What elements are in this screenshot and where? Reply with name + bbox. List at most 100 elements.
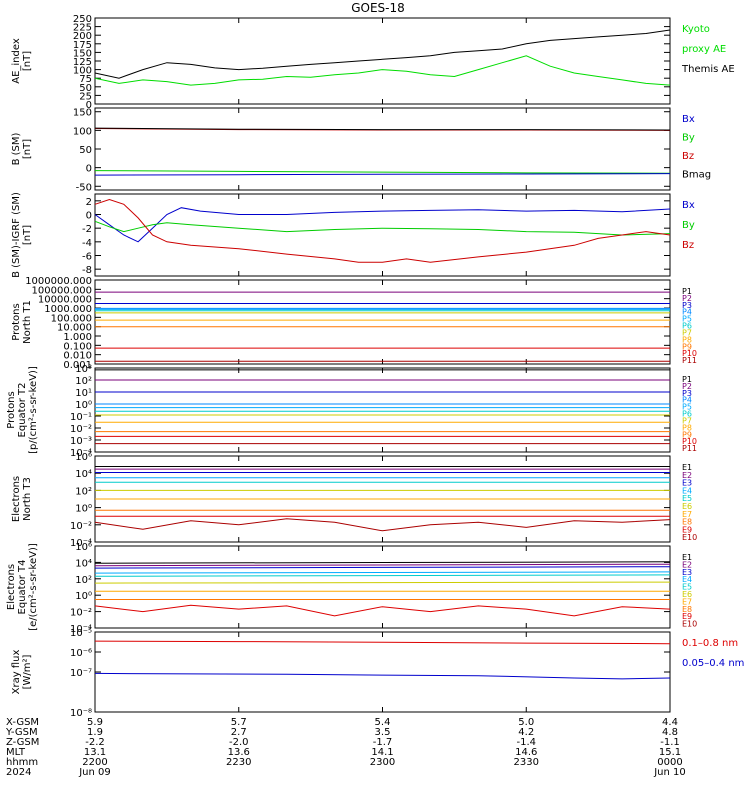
y-tick-label: 1.000 xyxy=(63,332,92,343)
series-e5 xyxy=(94,574,671,577)
y-tick-label: 75 xyxy=(79,74,92,85)
series-e10 xyxy=(94,518,671,532)
y-tick-label: 250 xyxy=(73,14,92,25)
chart-title: GOES-18 xyxy=(351,1,405,15)
y-tick-label: 1000000.000 xyxy=(25,276,92,287)
y-axis-label: North T1 xyxy=(22,300,33,344)
legend-entry: E9 xyxy=(682,612,692,621)
y-tick-label: 10⁻¹ xyxy=(70,412,92,423)
y-tick-label: 125 xyxy=(73,57,92,68)
footer-value: -2.2 xyxy=(85,737,105,748)
legend-entry: E7 xyxy=(682,597,692,606)
series-e1 xyxy=(94,561,671,564)
legend-entry: P4 xyxy=(682,308,692,317)
footer-value: 14.1 xyxy=(371,747,393,758)
y-tick-label: 25 xyxy=(79,91,92,102)
y-tick-label: 175 xyxy=(73,40,92,51)
y-axis-label: Protons xyxy=(6,391,17,428)
panel-frame xyxy=(94,545,671,629)
legend-entry: Bz xyxy=(682,240,694,251)
footer-row-label: X-GSM xyxy=(6,717,39,728)
legend-entry: E4 xyxy=(682,486,692,495)
y-tick-label: 10² xyxy=(75,376,92,387)
y-tick-label: 50 xyxy=(79,83,92,94)
y-tick-label: 10⁻⁴ xyxy=(70,448,92,459)
panel-frame xyxy=(94,17,671,105)
y-axis-label: [p/(cm²-s-sr-keV)] xyxy=(28,366,39,454)
y-tick-label: 10⁴ xyxy=(75,558,92,569)
y-tick-label: 2 xyxy=(86,197,92,208)
footer-value: 3.5 xyxy=(375,727,391,738)
y-axis-label: Electrons xyxy=(11,476,22,522)
footer-value: Jun 09 xyxy=(78,767,111,778)
legend-entry: 0.1–0.8 nm xyxy=(682,638,738,649)
series-e3 xyxy=(94,566,671,569)
panel-b: -50 0 50 100 150 B (SM) [nT] Bx By Bz Bmag xyxy=(11,107,711,193)
legend-entry: P6 xyxy=(682,322,692,331)
panel-bdiff: -8 -6 -4 -2 0 2 B (SM)-IGRF (SM) [nT] Bx By Bz xyxy=(11,192,695,278)
footer-value: -1.7 xyxy=(373,737,393,748)
series-e2 xyxy=(94,563,671,567)
y-axis-label: B (SM) xyxy=(11,132,22,165)
footer-value: 5.9 xyxy=(87,717,103,728)
legend-entry: E2 xyxy=(682,471,692,480)
y-axis-label: AE_index xyxy=(11,38,22,84)
series-bz xyxy=(94,198,671,263)
panel-frame xyxy=(94,193,671,277)
footer-value: 2200 xyxy=(82,757,107,768)
footer-row-label: MLT xyxy=(6,747,26,758)
y-tick-label: 10⁻⁶ xyxy=(70,648,92,659)
footer-value: 2.7 xyxy=(231,727,247,738)
y-axis-label: [W/m²] xyxy=(22,654,33,689)
series-e6 xyxy=(94,581,671,584)
footer-value: 5.7 xyxy=(231,717,247,728)
y-tick-label: 10⁶ xyxy=(75,452,92,463)
y-tick-label: 10⁻² xyxy=(70,521,92,532)
series-e9 xyxy=(94,604,671,617)
panel-frame xyxy=(94,631,671,713)
y-axis-label: B (SM)-IGRF (SM) xyxy=(11,192,22,278)
legend-entry: P11 xyxy=(682,356,697,365)
y-tick-label: 150 xyxy=(73,108,92,119)
y-tick-label: 10⁻² xyxy=(70,424,92,435)
legend-entry: P8 xyxy=(682,335,692,344)
footer-value: 13.6 xyxy=(228,747,250,758)
legend-entry: P2 xyxy=(682,382,692,391)
y-tick-label: 10⁰ xyxy=(75,591,92,602)
footer-row-label: Z-GSM xyxy=(6,737,39,748)
y-tick-label: 10⁴ xyxy=(75,469,92,480)
footer-value: 15.1 xyxy=(659,747,681,758)
y-tick-label: 0.100 xyxy=(63,341,92,352)
legend-entry: Kyoto xyxy=(682,24,710,35)
legend-entry: E2 xyxy=(682,560,692,569)
y-tick-label: -6 xyxy=(82,252,92,263)
legend-entry: E5 xyxy=(682,583,692,592)
legend-entry: 0.05–0.4 nm xyxy=(682,658,744,669)
legend-entry: P6 xyxy=(682,410,692,419)
footer-value: 4.8 xyxy=(662,727,678,738)
series-kyoto-proxy-ae xyxy=(94,55,671,86)
legend-entry: P11 xyxy=(682,444,697,453)
footer-value: -2.0 xyxy=(229,737,249,748)
y-axis-label: Electrons xyxy=(6,564,17,610)
y-tick-label: 100 xyxy=(73,126,92,137)
legend-entry: P9 xyxy=(682,342,692,351)
legend-entry: E4 xyxy=(682,575,692,584)
footer-row-label: Y-GSM xyxy=(5,727,38,738)
footer-value: 4.4 xyxy=(662,717,678,728)
series-0-05-0-4-nm xyxy=(94,672,671,680)
y-tick-label: 0.001 xyxy=(63,360,92,371)
y-tick-label: 10² xyxy=(75,575,92,586)
y-tick-label: 100000.000 xyxy=(32,285,92,296)
legend-entry: By xyxy=(682,220,695,231)
legend-entry: E8 xyxy=(682,518,692,527)
legend-entry: Bx xyxy=(682,114,695,125)
legend-entry: P7 xyxy=(682,328,692,337)
y-tick-label: 0.010 xyxy=(63,351,92,362)
legend-entry: E3 xyxy=(682,479,692,488)
